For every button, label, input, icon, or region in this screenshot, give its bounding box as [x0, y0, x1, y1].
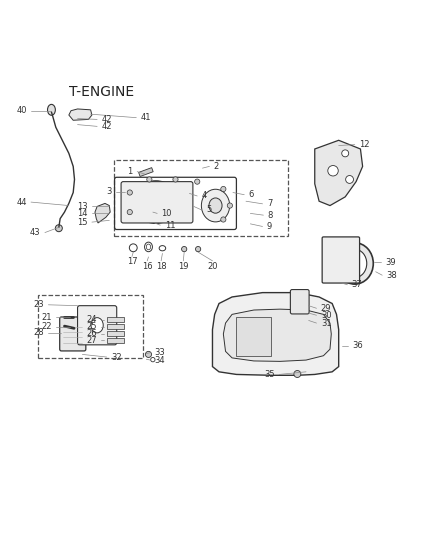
- Ellipse shape: [201, 189, 230, 222]
- Text: 4: 4: [201, 191, 207, 200]
- Text: 5: 5: [206, 205, 211, 214]
- Text: 7: 7: [267, 199, 272, 208]
- Text: 10: 10: [162, 209, 172, 218]
- Circle shape: [227, 203, 233, 208]
- Bar: [237, 317, 271, 356]
- Text: 30: 30: [321, 311, 332, 320]
- Circle shape: [346, 175, 353, 183]
- Circle shape: [55, 225, 62, 232]
- Text: 26: 26: [87, 329, 97, 338]
- Text: 29: 29: [321, 304, 331, 313]
- Circle shape: [328, 166, 338, 176]
- FancyBboxPatch shape: [290, 289, 309, 314]
- Text: 36: 36: [352, 341, 363, 350]
- Text: 27: 27: [87, 336, 97, 345]
- Polygon shape: [107, 332, 124, 336]
- FancyBboxPatch shape: [78, 305, 117, 345]
- Text: 21: 21: [41, 313, 52, 322]
- Polygon shape: [107, 318, 124, 322]
- Ellipse shape: [133, 181, 179, 223]
- Circle shape: [195, 246, 201, 252]
- Text: 32: 32: [111, 352, 122, 361]
- Circle shape: [127, 209, 132, 215]
- Text: 19: 19: [178, 262, 189, 271]
- Text: 42: 42: [102, 122, 112, 131]
- Ellipse shape: [336, 243, 373, 284]
- Polygon shape: [223, 309, 331, 361]
- Ellipse shape: [91, 318, 103, 333]
- Text: 2: 2: [214, 162, 219, 171]
- Polygon shape: [107, 325, 124, 329]
- Text: 35: 35: [264, 370, 275, 379]
- Text: T-ENGINE: T-ENGINE: [69, 85, 134, 100]
- Circle shape: [221, 217, 226, 222]
- Circle shape: [182, 246, 187, 252]
- Text: 33: 33: [155, 348, 165, 357]
- Ellipse shape: [145, 191, 167, 213]
- Circle shape: [173, 177, 178, 182]
- Text: 44: 44: [16, 198, 27, 207]
- Text: 37: 37: [352, 280, 363, 289]
- Ellipse shape: [343, 249, 367, 278]
- Circle shape: [221, 187, 226, 192]
- Text: 12: 12: [359, 140, 370, 149]
- Text: 31: 31: [321, 319, 332, 328]
- FancyBboxPatch shape: [121, 182, 193, 223]
- Text: 39: 39: [385, 257, 396, 266]
- Text: 41: 41: [141, 113, 151, 122]
- Text: 38: 38: [387, 271, 397, 280]
- Text: 11: 11: [165, 221, 175, 230]
- Text: 42: 42: [102, 115, 112, 124]
- Text: 16: 16: [142, 262, 152, 271]
- Text: 8: 8: [268, 211, 273, 220]
- Text: 3: 3: [106, 187, 112, 196]
- Text: 40: 40: [16, 106, 27, 115]
- Circle shape: [342, 150, 349, 157]
- Text: 25: 25: [87, 322, 97, 331]
- Text: 14: 14: [77, 209, 88, 218]
- Circle shape: [147, 177, 152, 182]
- Text: 24: 24: [87, 315, 97, 324]
- Polygon shape: [95, 204, 110, 223]
- Text: 34: 34: [155, 356, 165, 365]
- Text: 13: 13: [77, 202, 88, 211]
- Polygon shape: [315, 140, 363, 206]
- Circle shape: [127, 190, 132, 195]
- FancyBboxPatch shape: [322, 237, 360, 283]
- Text: 9: 9: [267, 222, 272, 231]
- Text: 22: 22: [41, 322, 52, 331]
- Ellipse shape: [47, 104, 55, 115]
- Text: 28: 28: [33, 328, 44, 337]
- Circle shape: [145, 351, 152, 358]
- Ellipse shape: [209, 198, 222, 213]
- Text: 1: 1: [127, 167, 133, 176]
- Circle shape: [294, 370, 301, 377]
- Polygon shape: [69, 109, 92, 120]
- Bar: [114, 160, 288, 236]
- Polygon shape: [212, 293, 339, 375]
- Circle shape: [194, 179, 200, 184]
- Bar: [39, 295, 143, 358]
- Text: 17: 17: [127, 257, 137, 266]
- Text: 6: 6: [249, 190, 254, 199]
- Polygon shape: [138, 168, 153, 176]
- Text: 43: 43: [30, 228, 41, 237]
- Text: 23: 23: [33, 300, 44, 309]
- Polygon shape: [107, 338, 124, 343]
- Text: 20: 20: [207, 262, 218, 271]
- Text: 18: 18: [156, 262, 166, 271]
- FancyBboxPatch shape: [60, 317, 86, 351]
- Text: 15: 15: [77, 217, 88, 227]
